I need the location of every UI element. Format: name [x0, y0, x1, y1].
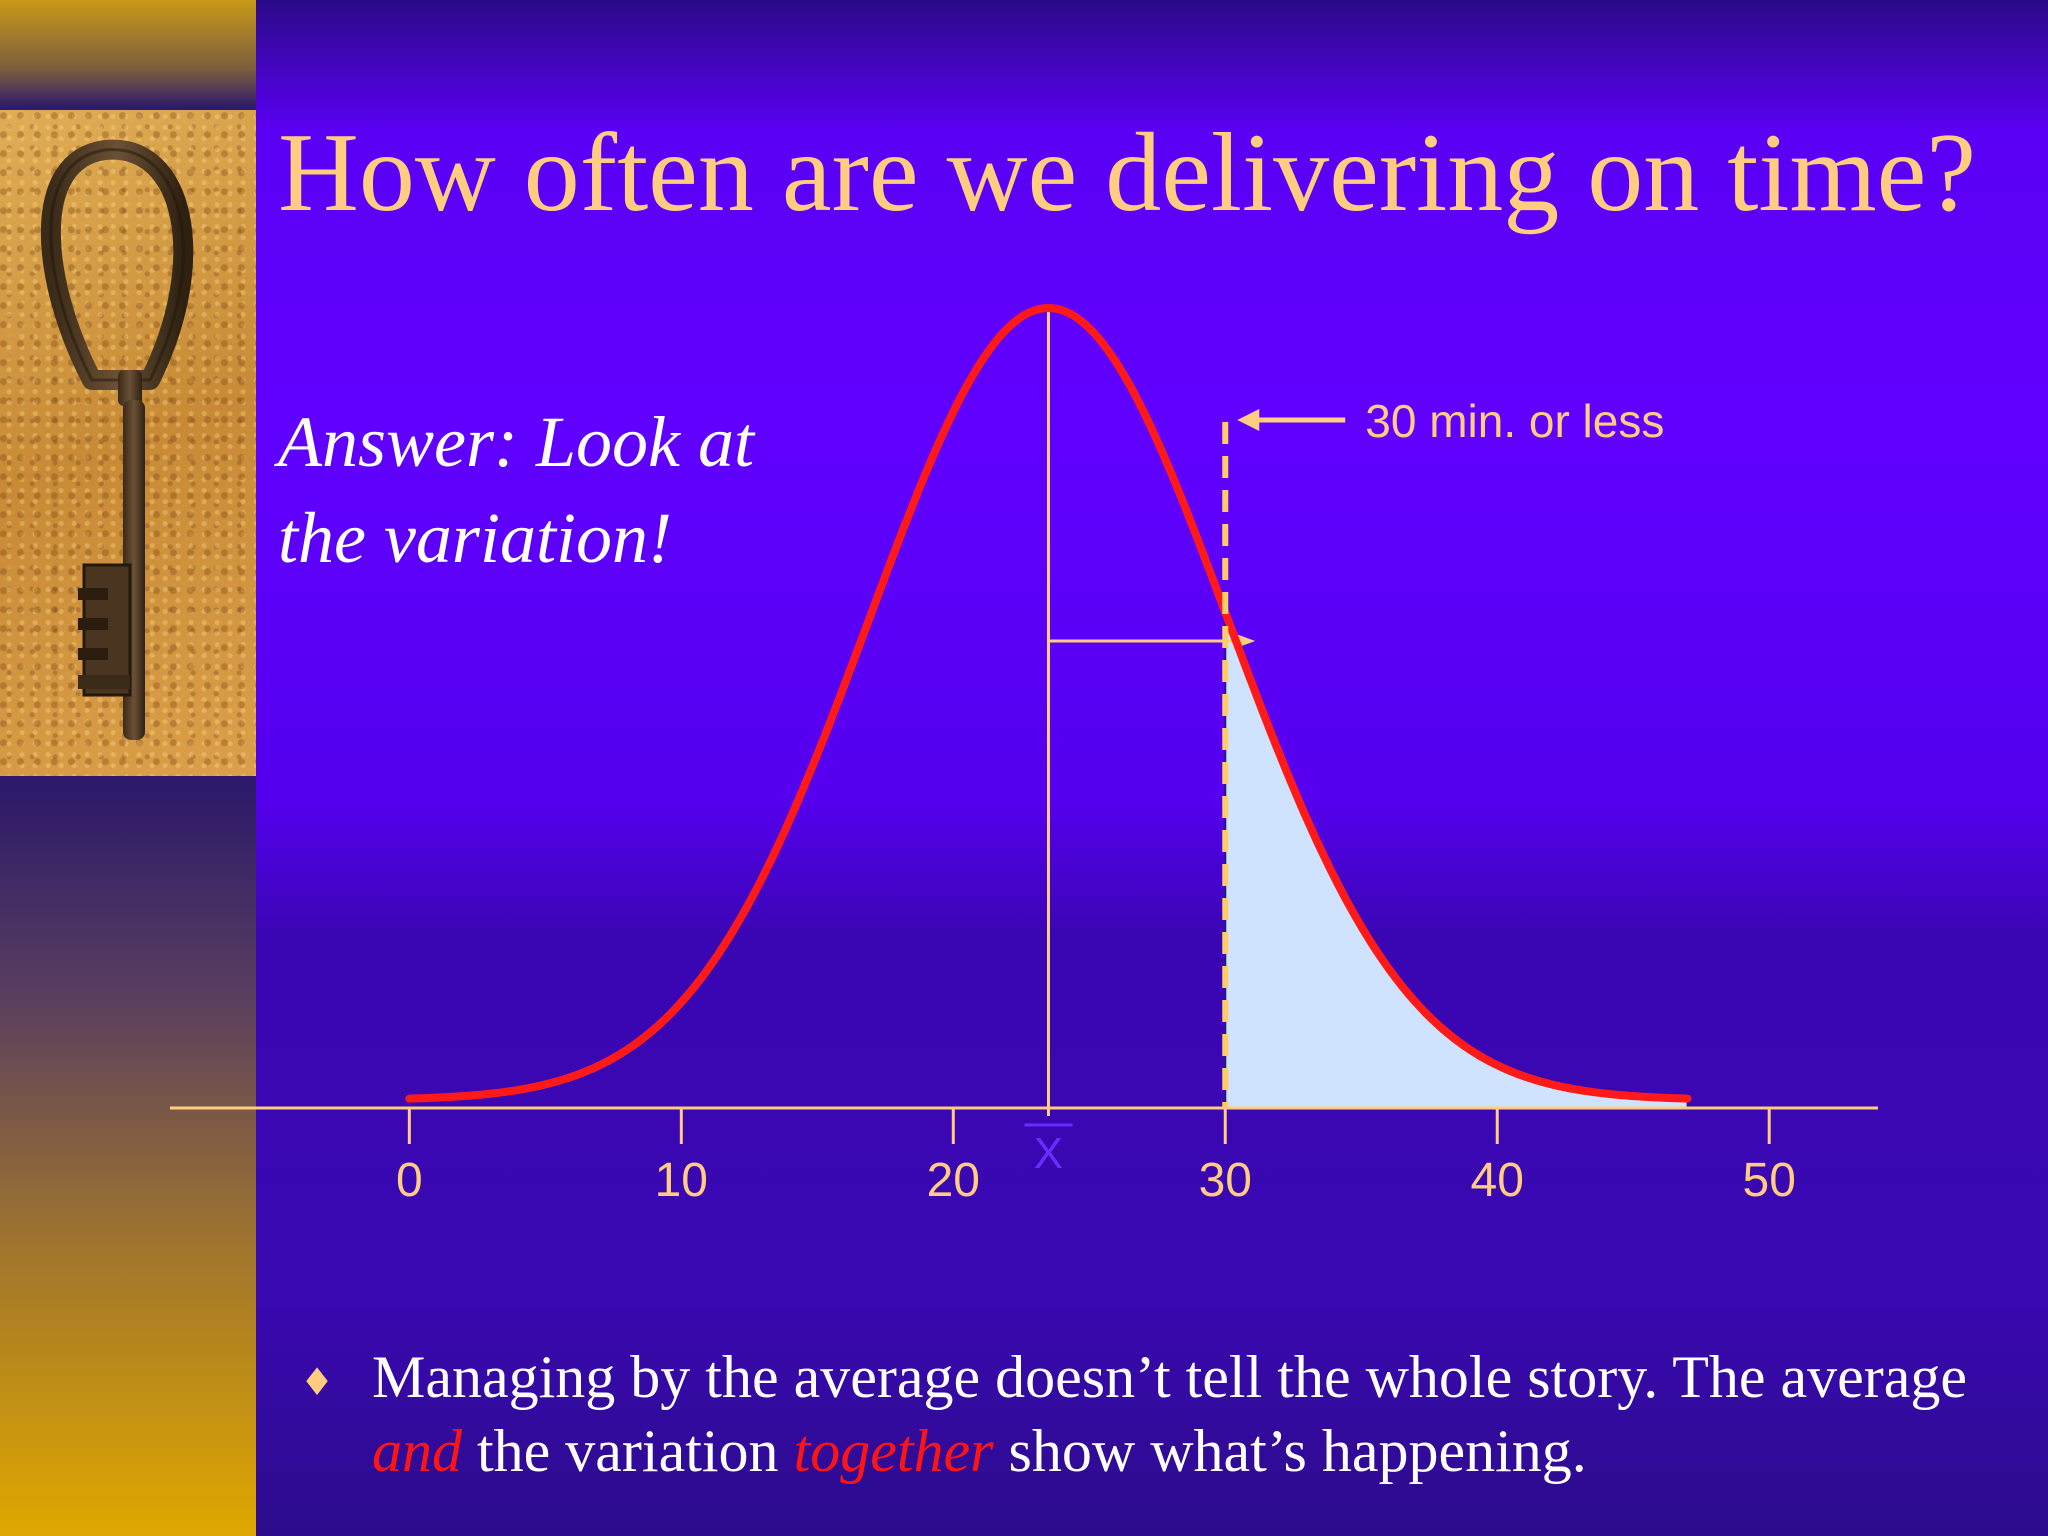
- bell-curve: [405, 304, 1692, 1103]
- x-tick-label-30: 30: [1199, 1154, 1252, 1207]
- mean-label: X: [1034, 1129, 1063, 1178]
- bullet-emphasis-and: and: [372, 1418, 462, 1484]
- bullet-point: ♦ Managing by the average doesn’t tell t…: [300, 1340, 2010, 1488]
- x-tick-label-10: 10: [655, 1154, 708, 1207]
- key-photo: [0, 110, 256, 776]
- x-tick-label-40: 40: [1471, 1154, 1524, 1207]
- bullet-text: Managing by the average doesn’t tell the…: [372, 1340, 2010, 1488]
- diamond-bullet-icon: ♦: [300, 1360, 335, 1404]
- callout-arrowhead: [1237, 409, 1260, 431]
- bullet-part-1: Managing by the average doesn’t tell the…: [372, 1344, 1968, 1410]
- x-tick-label-50: 50: [1743, 1154, 1796, 1207]
- x-tick-label-0: 0: [396, 1154, 423, 1207]
- answer-line-1: Answer: Look at: [278, 402, 754, 482]
- skeleton-key-photo-icon: [40, 139, 194, 740]
- x-axis-ticks: 0 10 20 30 40 50: [396, 1108, 1796, 1207]
- bullet-emphasis-together: together: [793, 1418, 994, 1484]
- tail-area: [1224, 611, 1689, 1109]
- bullet-part-2: the variation: [462, 1418, 794, 1484]
- bullet-part-3: show what’s happening.: [993, 1418, 1587, 1484]
- slide-title: How often are we delivering on time?: [278, 111, 1977, 235]
- answer-line-2: the variation!: [278, 498, 672, 578]
- answer-text: Answer: Look at the variation!: [278, 394, 878, 586]
- x-tick-label-20: 20: [927, 1154, 980, 1207]
- callout-label: 30 min. or less: [1365, 395, 1664, 447]
